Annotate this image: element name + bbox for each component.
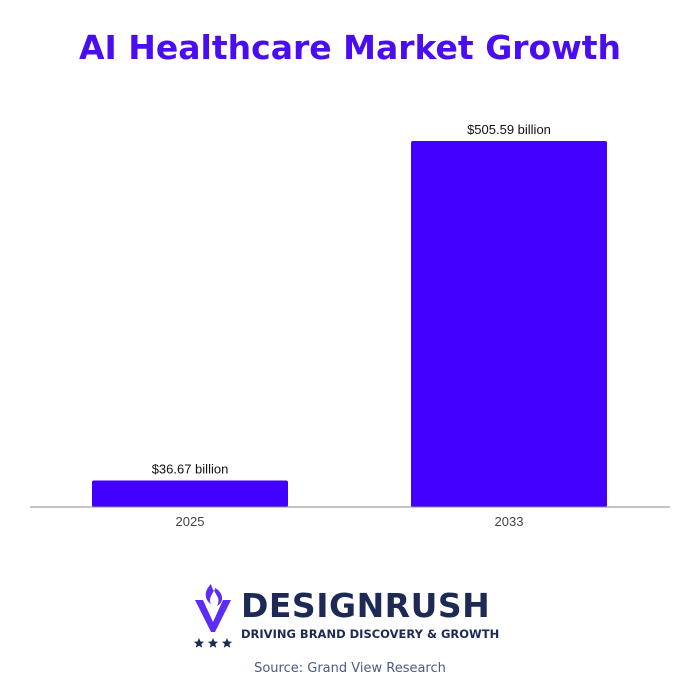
source-note: Source: Grand View Research bbox=[254, 661, 446, 676]
chart-title: AI Healthcare Market Growth bbox=[78, 28, 621, 67]
x-tick-label-2025: 2025 bbox=[176, 514, 205, 529]
bar-chart: $36.67 billion 2025 $505.59 billion 2033 bbox=[30, 122, 670, 529]
brand-name: DESIGNRUSH bbox=[241, 586, 491, 625]
brand-tagline: DRIVING BRAND DISCOVERY & GROWTH bbox=[241, 627, 500, 641]
x-tick-label-2033: 2033 bbox=[495, 514, 524, 529]
designrush-torch-icon bbox=[194, 584, 232, 648]
bar-2025 bbox=[92, 480, 288, 507]
bar-2033 bbox=[411, 141, 607, 507]
data-label-2025: $36.67 billion bbox=[152, 461, 229, 476]
data-label-2033: $505.59 billion bbox=[467, 122, 551, 137]
designrush-logo: DESIGNRUSH DRIVING BRAND DISCOVERY & GRO… bbox=[193, 582, 523, 648]
